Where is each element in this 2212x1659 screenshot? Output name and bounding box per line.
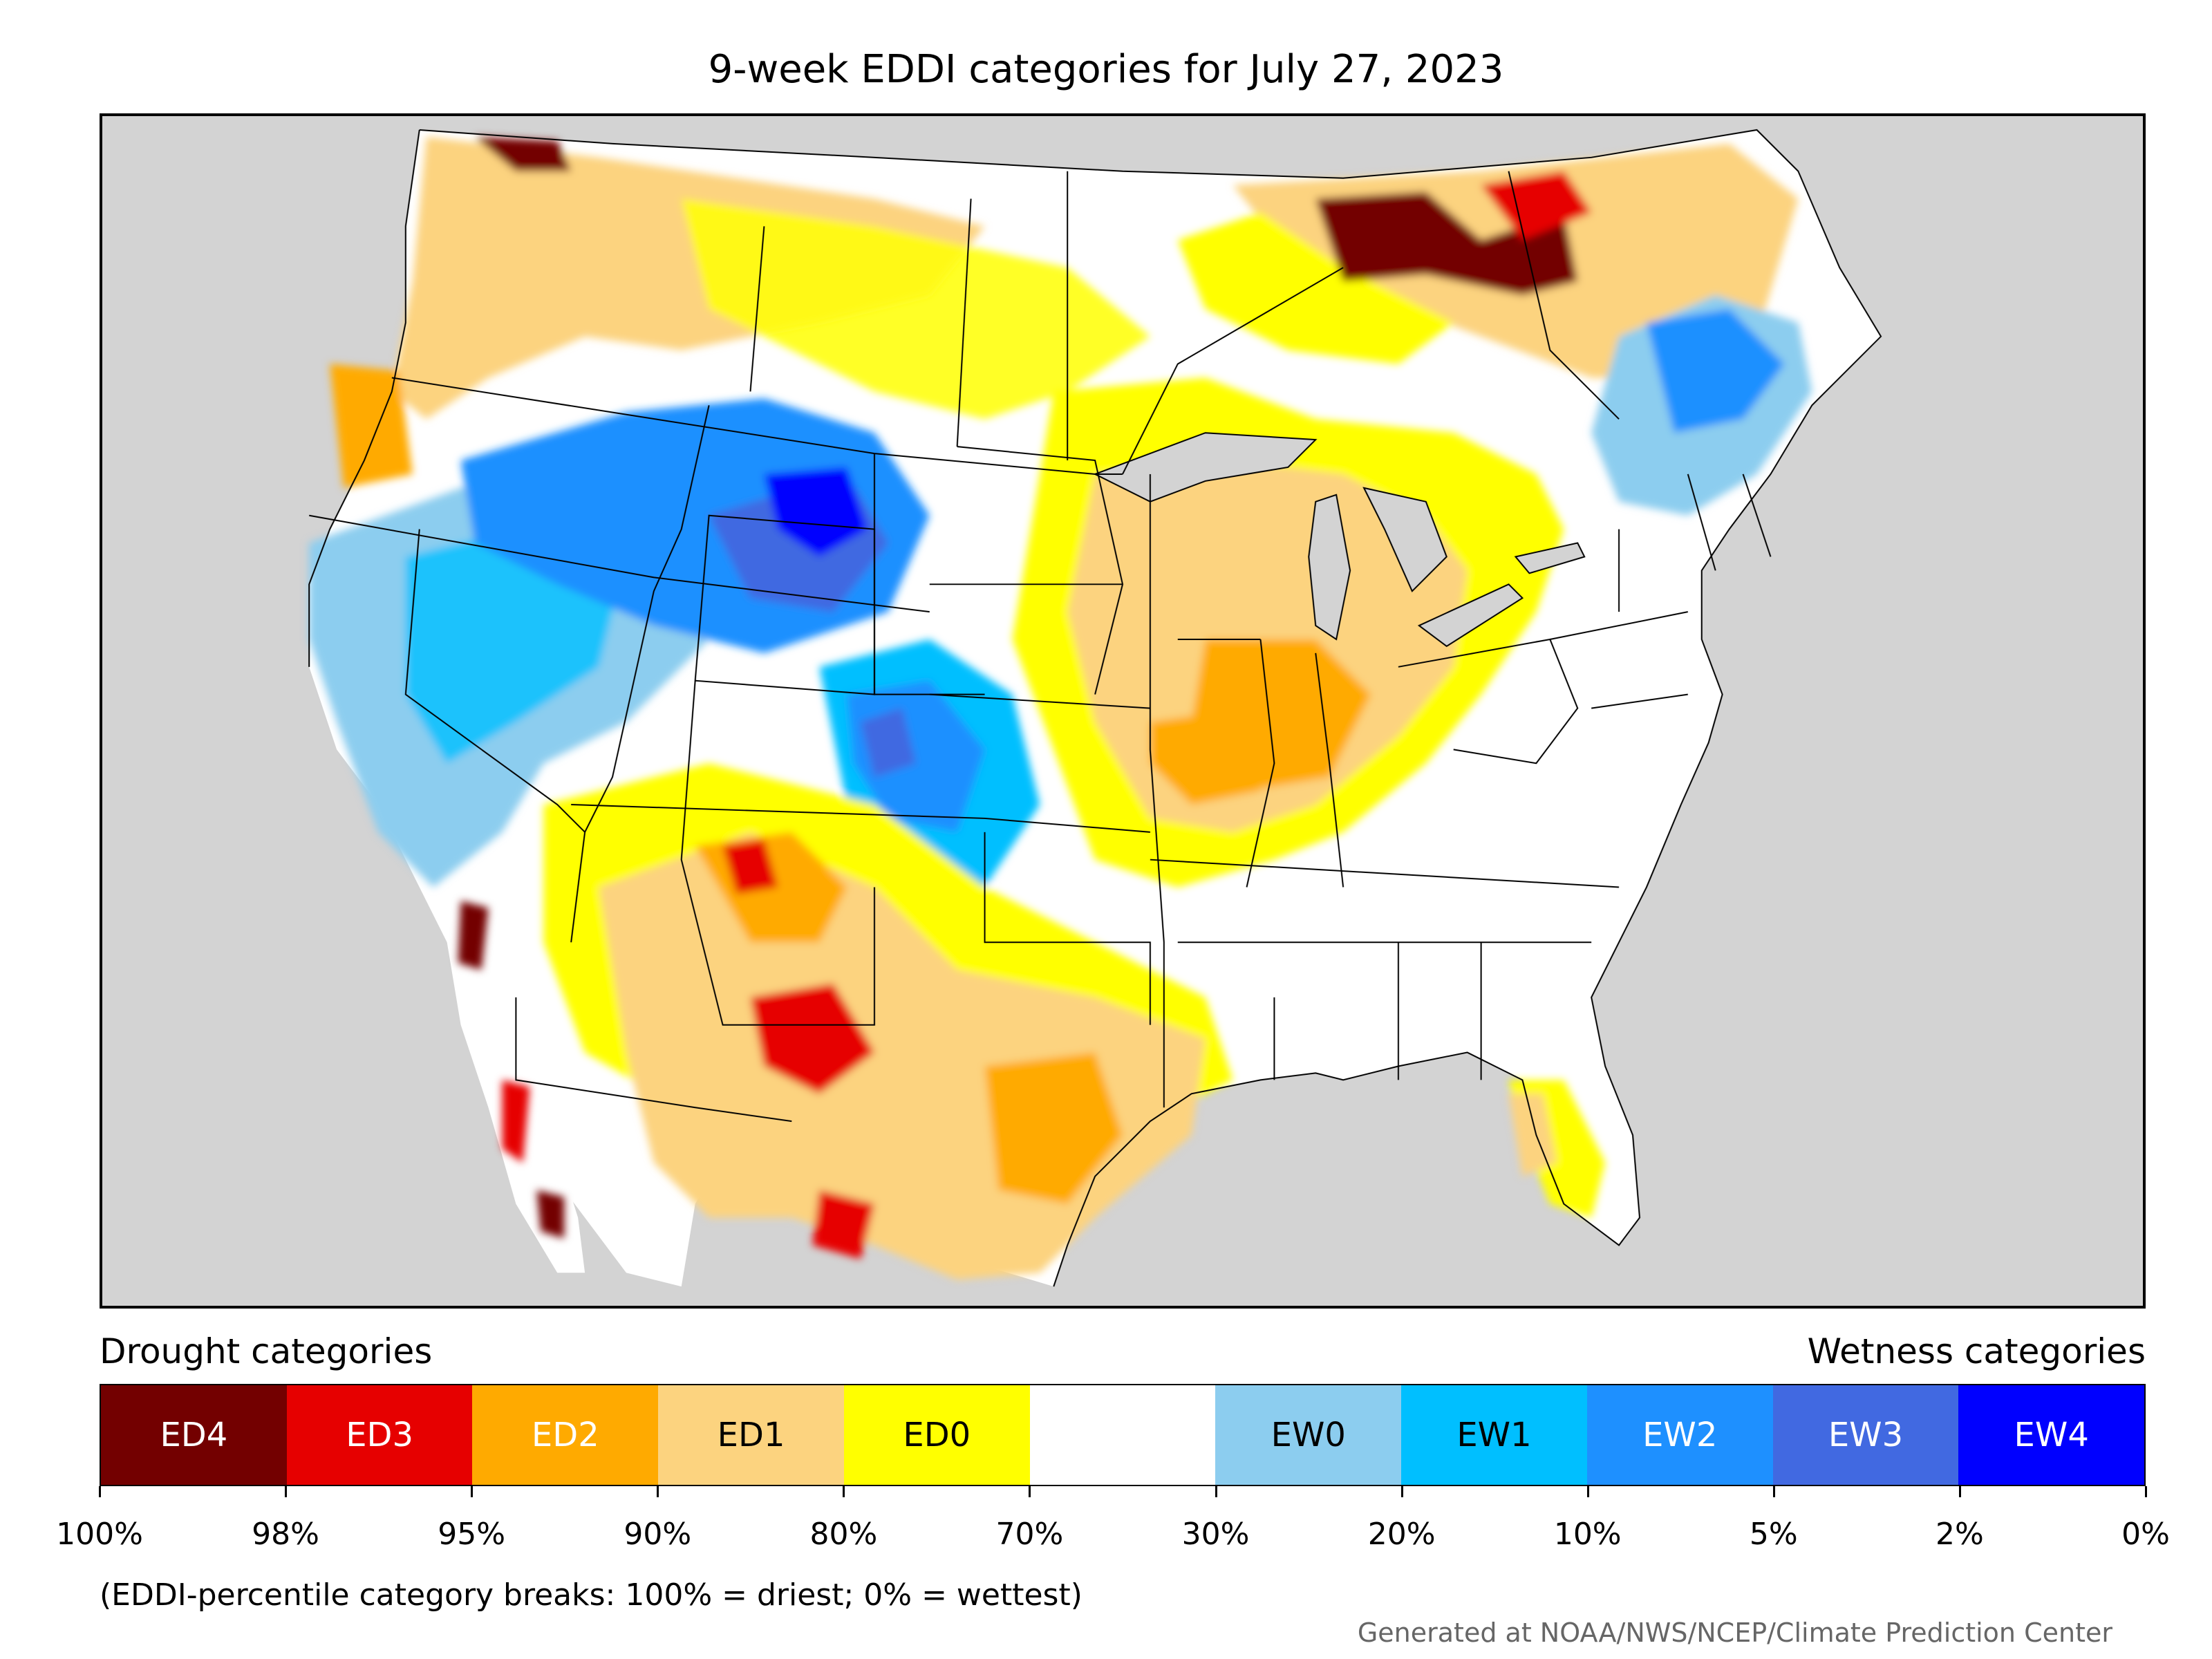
legend-tick-label: 90% xyxy=(624,1517,692,1552)
legend-cell-ew1: EW1 xyxy=(1401,1385,1587,1485)
region-ed2-missouri xyxy=(1150,708,1261,805)
region-ed2-oregon xyxy=(330,364,413,488)
map-frame xyxy=(100,113,2146,1309)
legend-tick xyxy=(285,1486,288,1497)
lake-michigan xyxy=(1308,494,1351,641)
region-ed0-north-central xyxy=(681,198,1150,420)
legend-tick-label: 0% xyxy=(2121,1517,2170,1552)
legend-cell-ed2: ED2 xyxy=(472,1385,659,1485)
region-ed4-baja xyxy=(536,1190,565,1239)
legend-tick-label: 80% xyxy=(809,1517,878,1552)
legend-tick xyxy=(657,1486,659,1497)
legend-tick xyxy=(1586,1486,1589,1497)
lake-ontario xyxy=(1514,542,1586,574)
drought-categories-heading: Drought categories xyxy=(100,1331,433,1371)
legend-tick xyxy=(99,1486,101,1497)
region-ed3-ontario xyxy=(1481,171,1592,241)
region-ed1-northwest xyxy=(391,136,985,420)
legend-cell-ed0: ED0 xyxy=(843,1385,1030,1485)
region-ed2-texas xyxy=(984,1052,1123,1204)
legend-cell-ed3: ED3 xyxy=(286,1385,473,1485)
legend-cell-neutral xyxy=(1029,1385,1216,1485)
legend-cell-ew0: EW0 xyxy=(1215,1385,1402,1485)
wetness-categories-heading: Wetness categories xyxy=(1807,1331,2146,1371)
legend-tick-label: 70% xyxy=(995,1517,1064,1552)
legend-tick-label: 2% xyxy=(1936,1517,1984,1552)
region-ed3-west-texas xyxy=(750,983,874,1094)
legend-tick xyxy=(1029,1486,1031,1497)
lake-huron xyxy=(1362,487,1447,592)
lake-erie xyxy=(1417,583,1524,648)
legend-cell-ed1: ED1 xyxy=(658,1385,844,1485)
legend-tick-label: 98% xyxy=(252,1517,319,1552)
region-ed0-ontario xyxy=(1177,212,1454,364)
eddi-map xyxy=(308,129,1882,1287)
region-ed3-baja xyxy=(502,1080,530,1163)
legend-note: (EDDI-percentile category breaks: 100% =… xyxy=(100,1577,1082,1613)
legend-tick-label: 10% xyxy=(1553,1517,1622,1552)
region-ew2-new-england xyxy=(1646,308,1785,433)
legend-cell-ew3: EW3 xyxy=(1772,1385,1959,1485)
legend-tick-label: 20% xyxy=(1367,1517,1436,1552)
legend-tick xyxy=(2145,1486,2147,1497)
legend-tick xyxy=(1772,1486,1775,1497)
legend-cell-ew4: EW4 xyxy=(1958,1385,2145,1485)
region-ed3-mexico xyxy=(812,1190,874,1259)
legend-tick xyxy=(1215,1486,1217,1497)
legend-cell-ed4: ED4 xyxy=(101,1385,287,1485)
region-ed3-nm xyxy=(722,838,778,894)
region-ed4-north-wa xyxy=(474,136,572,171)
legend-tick xyxy=(1958,1486,1961,1497)
legend-ticks xyxy=(99,1486,2147,1500)
region-ew4-wyoming xyxy=(764,467,868,557)
legend-tick xyxy=(843,1486,845,1497)
legend-tick xyxy=(1400,1486,1403,1497)
legend-cell-ew2: EW2 xyxy=(1586,1385,1773,1485)
legend-tick xyxy=(471,1486,474,1497)
legend-tick-label: 5% xyxy=(1749,1517,1798,1552)
state-boundaries xyxy=(308,129,1882,1287)
credit-text: Generated at NOAA/NWS/NCEP/Climate Predi… xyxy=(1357,1618,2112,1648)
legend-colorbar: ED4 ED3 ED2 ED1 ED0 EW0 EW1 EW2 EW3 EW4 xyxy=(100,1384,2146,1486)
region-ew3-colorado xyxy=(861,708,916,778)
legend-tick-label: 100% xyxy=(56,1517,143,1552)
region-ed4-ontario xyxy=(1315,191,1578,295)
region-ed4-california xyxy=(458,901,489,970)
legend-tick-label: 30% xyxy=(1181,1517,1250,1552)
legend-tick-label: 95% xyxy=(438,1517,506,1552)
page-title: 9-week EDDI categories for July 27, 2023 xyxy=(708,47,1504,92)
